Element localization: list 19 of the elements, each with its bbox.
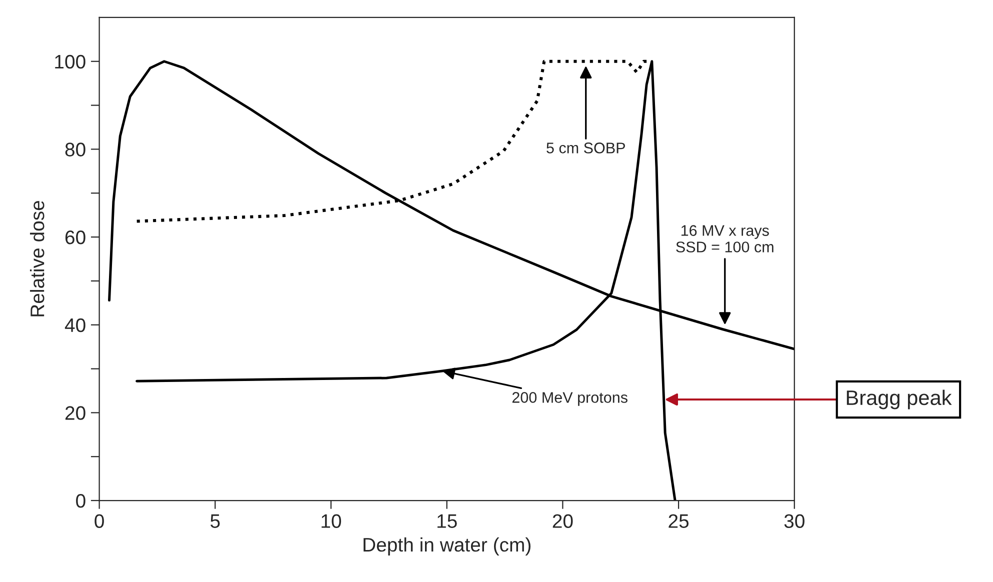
y-axis-title: Relative dose xyxy=(30,200,44,316)
x-tick-label: 5 xyxy=(210,514,220,528)
y-tick-label: 0 xyxy=(76,494,86,508)
x-axis-title: Depth in water (cm) xyxy=(364,537,530,556)
x-tick-label: 15 xyxy=(438,514,457,528)
x-tick-label: 30 xyxy=(784,514,804,528)
x-tick-label: 10 xyxy=(322,514,342,528)
annotation: 200 MeV protons xyxy=(512,392,628,406)
annotation: 16 MV x rays SSD = 100 cm xyxy=(676,225,774,252)
annotation: 5 cm SOBP xyxy=(546,142,625,154)
y-tick-label: 40 xyxy=(64,318,86,332)
y-tick-label: 80 xyxy=(65,142,86,156)
y-tick-label: 60 xyxy=(65,230,86,244)
y-tick-label: 20 xyxy=(65,406,86,420)
y-tick-label: 100 xyxy=(55,54,86,69)
x-tick-label: 20 xyxy=(552,514,573,528)
annotation: Bragg peak xyxy=(846,390,952,410)
x-tick-label: 25 xyxy=(668,514,689,528)
x-tick-label: 0 xyxy=(94,514,104,528)
